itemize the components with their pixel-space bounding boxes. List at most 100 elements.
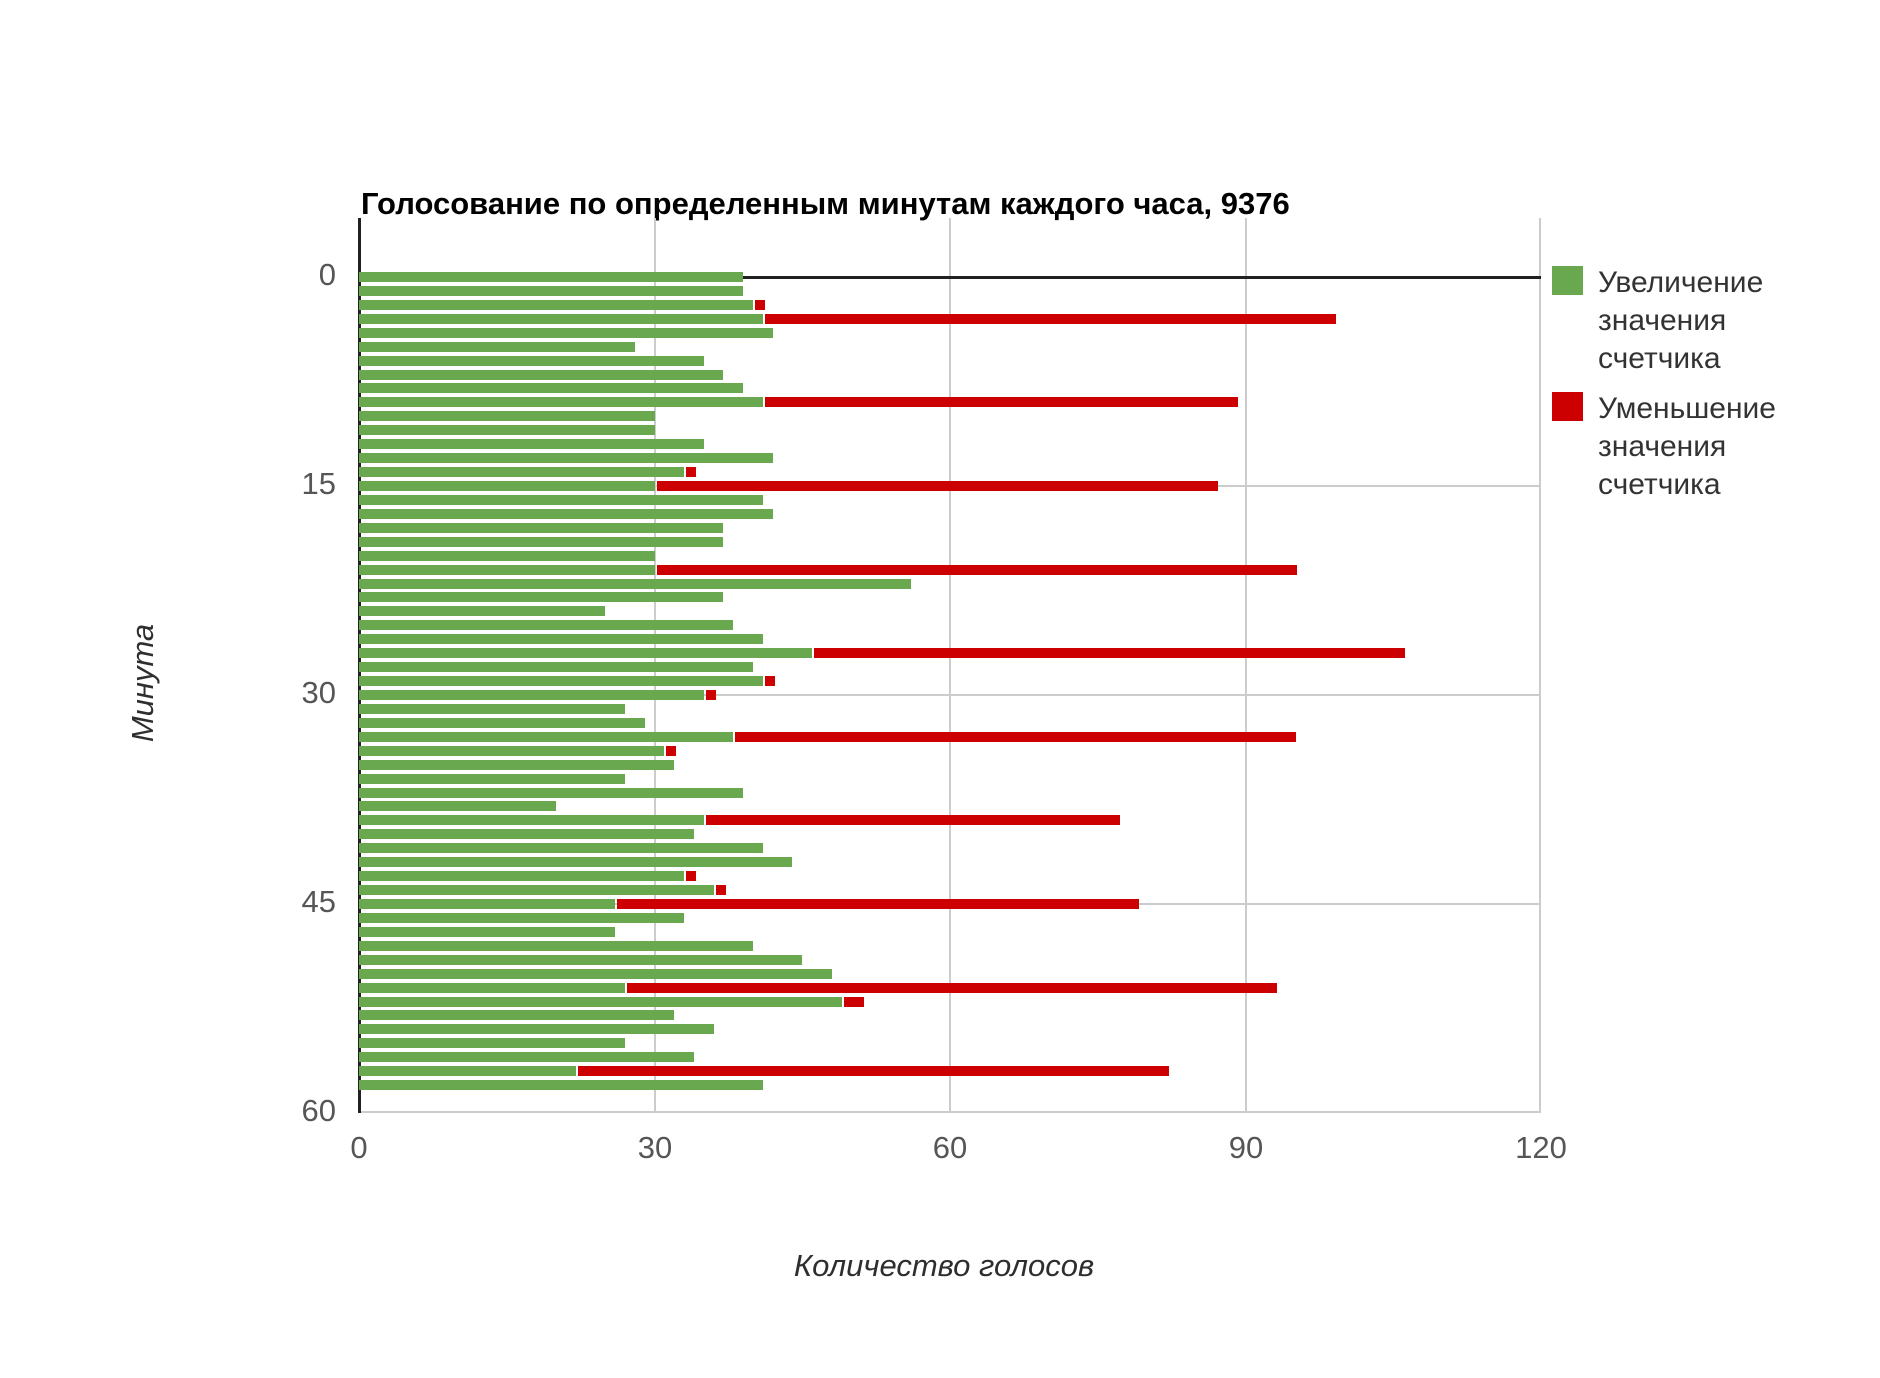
bar-up-minute-15 <box>359 481 655 491</box>
bar-down-minute-57 <box>578 1066 1169 1076</box>
bar-up-minute-20 <box>359 551 655 561</box>
bar-up-minute-25 <box>359 620 733 630</box>
legend-label-increase: Увеличение значения счетчика <box>1598 266 1764 375</box>
bar-up-minute-52 <box>359 997 842 1007</box>
bar-up-minute-51 <box>359 983 625 993</box>
bar-down-minute-45 <box>617 899 1139 909</box>
bar-down-minute-43 <box>686 871 696 881</box>
bar-down-minute-39 <box>706 815 1120 825</box>
bar-down-minute-29 <box>765 676 775 686</box>
bar-up-minute-42 <box>359 857 792 867</box>
x-tick-label-60: 60 <box>932 1130 968 1165</box>
bar-up-minute-55 <box>359 1038 625 1048</box>
bar-up-minute-0 <box>359 272 743 282</box>
bar-up-minute-19 <box>359 537 723 547</box>
bar-up-minute-58 <box>359 1080 763 1090</box>
bar-up-minute-47 <box>359 927 615 937</box>
bar-down-minute-33 <box>735 732 1296 742</box>
bar-up-minute-24 <box>359 606 605 616</box>
legend-label-decrease: Уменьшение значения счетчика <box>1598 392 1776 501</box>
y-tick-label-30: 30 <box>301 674 336 710</box>
chart-title: Голосование по определенным минутам кажд… <box>361 186 1290 221</box>
x-axis-title: Количество голосов <box>793 1248 1095 1283</box>
y-tick-label-15: 15 <box>301 465 336 501</box>
bar-up-minute-4 <box>359 328 773 338</box>
y-tick-label-60: 60 <box>301 1092 336 1128</box>
bar-up-minute-38 <box>359 801 556 811</box>
bar-up-minute-9 <box>359 397 763 407</box>
bar-up-minute-45 <box>359 899 615 909</box>
bar-up-minute-53 <box>359 1010 674 1020</box>
bar-up-minute-31 <box>359 704 625 714</box>
bar-up-minute-26 <box>359 634 763 644</box>
bar-up-minute-21 <box>359 565 655 575</box>
y-tick-label-45: 45 <box>301 883 336 919</box>
bar-up-minute-6 <box>359 356 704 366</box>
bar-up-minute-5 <box>359 342 635 352</box>
bar-down-minute-21 <box>657 565 1297 575</box>
bar-up-minute-12 <box>359 439 704 449</box>
bar-up-minute-34 <box>359 746 664 756</box>
plot-area <box>358 218 1541 1113</box>
y-gridline-60 <box>359 1111 1541 1113</box>
bar-down-minute-30 <box>706 690 716 700</box>
bar-up-minute-17 <box>359 509 773 519</box>
bar-down-minute-2 <box>755 300 765 310</box>
legend-swatch-decrease <box>1552 392 1583 421</box>
bar-up-minute-10 <box>359 411 655 421</box>
bar-up-minute-29 <box>359 676 763 686</box>
bar-up-minute-1 <box>359 286 743 296</box>
y-gridline-30 <box>359 694 1541 696</box>
bar-up-minute-37 <box>359 788 743 798</box>
bar-up-minute-40 <box>359 829 694 839</box>
x-tick-label-120: 120 <box>1515 1130 1567 1165</box>
zero-baseline <box>359 276 1541 279</box>
bar-up-minute-35 <box>359 760 674 770</box>
bar-down-minute-34 <box>666 746 676 756</box>
bar-up-minute-28 <box>359 662 753 672</box>
bar-up-minute-27 <box>359 648 812 658</box>
x-gridline-90 <box>1245 218 1247 1113</box>
x-gridline-60 <box>949 218 951 1113</box>
bar-up-minute-33 <box>359 732 733 742</box>
bar-up-minute-30 <box>359 690 704 700</box>
bar-up-minute-32 <box>359 718 645 728</box>
legend-swatch-increase <box>1552 266 1583 295</box>
bar-down-minute-9 <box>765 397 1238 407</box>
bar-down-minute-3 <box>765 314 1336 324</box>
bar-up-minute-22 <box>359 579 911 589</box>
x-tick-label-30: 30 <box>637 1130 673 1165</box>
bar-up-minute-43 <box>359 871 684 881</box>
bar-up-minute-36 <box>359 774 625 784</box>
x-tick-label-0: 0 <box>350 1130 368 1165</box>
bar-down-minute-15 <box>657 481 1218 491</box>
bar-up-minute-39 <box>359 815 704 825</box>
bar-up-minute-46 <box>359 913 684 923</box>
bar-up-minute-7 <box>359 370 723 380</box>
bar-up-minute-16 <box>359 495 763 505</box>
bar-up-minute-3 <box>359 314 763 324</box>
bar-up-minute-50 <box>359 969 832 979</box>
bar-up-minute-48 <box>359 941 753 951</box>
bar-up-minute-56 <box>359 1052 694 1062</box>
bar-down-minute-52 <box>844 997 864 1007</box>
y-tick-label-0: 0 <box>318 256 336 292</box>
bar-down-minute-14 <box>686 467 696 477</box>
x-tick-label-90: 90 <box>1228 1130 1264 1165</box>
y-axis-title: Минута <box>125 623 160 743</box>
bar-down-minute-27 <box>814 648 1405 658</box>
bar-up-minute-14 <box>359 467 684 477</box>
bar-up-minute-41 <box>359 843 763 853</box>
bar-up-minute-23 <box>359 592 723 602</box>
bar-up-minute-49 <box>359 955 802 965</box>
bar-up-minute-18 <box>359 523 723 533</box>
bar-up-minute-8 <box>359 383 743 393</box>
bar-up-minute-44 <box>359 885 714 895</box>
bar-down-minute-51 <box>627 983 1277 993</box>
bar-up-minute-54 <box>359 1024 714 1034</box>
bar-up-minute-13 <box>359 453 773 463</box>
x-gridline-120 <box>1539 218 1541 1113</box>
bar-down-minute-44 <box>716 885 726 895</box>
bar-up-minute-2 <box>359 300 753 310</box>
